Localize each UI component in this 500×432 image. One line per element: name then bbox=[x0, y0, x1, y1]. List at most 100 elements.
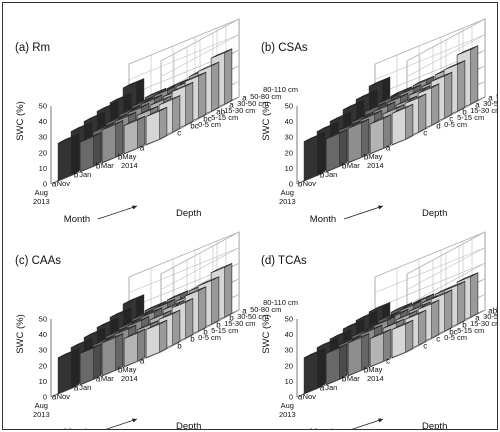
bar-side bbox=[71, 347, 80, 389]
z-tick-label: 0 bbox=[289, 393, 293, 402]
depth-letter: a bbox=[475, 313, 480, 322]
bar-2-1 bbox=[79, 343, 102, 386]
x-axis-label: Month bbox=[310, 214, 336, 225]
depth-tick-label: 30-50 cm bbox=[237, 312, 268, 321]
depth-letter: a bbox=[229, 100, 234, 109]
bar-front bbox=[57, 351, 72, 395]
month-tick-label: May bbox=[122, 365, 136, 374]
z-tick-label: 0 bbox=[289, 180, 293, 189]
depth-tick-label: 5-15 cm bbox=[211, 113, 238, 122]
month-tick-label: May bbox=[368, 365, 382, 374]
x-axis-label: Month bbox=[310, 427, 336, 429]
panel-title: (a) Rm bbox=[15, 42, 50, 54]
bar-side bbox=[211, 61, 220, 112]
bar-side bbox=[317, 347, 326, 389]
bar-side bbox=[457, 60, 466, 112]
z-tick-label: 20 bbox=[285, 361, 293, 370]
z-tick-label: 40 bbox=[285, 117, 293, 126]
x-axis-arrowhead bbox=[378, 205, 383, 210]
month-tick-label: 2014 bbox=[367, 161, 384, 170]
month-letter: a bbox=[52, 179, 57, 188]
bar-side bbox=[470, 272, 479, 318]
depth-letter: a bbox=[242, 306, 247, 315]
x-axis-arrow bbox=[97, 205, 138, 220]
z-tick-label: 20 bbox=[285, 148, 293, 157]
z-axis-label: SWC (%) bbox=[261, 314, 272, 354]
z-tick-label: 10 bbox=[39, 164, 47, 173]
depth-tick-label: 15-30 cm bbox=[470, 319, 497, 328]
bar-front bbox=[101, 336, 116, 377]
depth-tick-label: 5-15 cm bbox=[211, 326, 238, 335]
x-axis-arrow bbox=[343, 205, 384, 220]
month-letter: b bbox=[342, 161, 347, 170]
z-tick-label: 30 bbox=[285, 133, 293, 142]
month-letter: b bbox=[74, 170, 79, 179]
z-tick-label: 20 bbox=[39, 148, 47, 157]
month-tick-label: Aug bbox=[35, 401, 48, 410]
month-tick-label: 2014 bbox=[121, 374, 138, 383]
month-letter: a bbox=[96, 374, 101, 383]
month-tick-label: 2013 bbox=[279, 197, 296, 206]
z-tick-label: 50 bbox=[39, 102, 47, 111]
bar-3-1 bbox=[101, 332, 124, 377]
depth-tick-label: 30-50 cm bbox=[483, 99, 497, 108]
depth-letter: c bbox=[423, 128, 427, 137]
depth-letter: b bbox=[462, 320, 467, 329]
depth-tick-label: 15-30 cm bbox=[224, 106, 255, 115]
bar-side bbox=[418, 93, 427, 133]
z-axis-label: SWC (%) bbox=[15, 101, 26, 141]
x-axis-arrowhead bbox=[132, 205, 137, 210]
depth-letter: a bbox=[242, 93, 247, 102]
month-tick-label: Jan bbox=[325, 383, 337, 392]
z-tick-label: 0 bbox=[43, 393, 47, 402]
z-axis-label: SWC (%) bbox=[15, 314, 26, 354]
bar-side bbox=[444, 289, 453, 332]
bar-side bbox=[185, 81, 194, 126]
month-letter: b bbox=[364, 152, 369, 161]
month-letter: a bbox=[52, 392, 57, 401]
x-axis-label: Month bbox=[64, 427, 90, 429]
bar-2-1 bbox=[325, 128, 348, 173]
month-letter: a bbox=[386, 143, 391, 152]
month-tick-label: 2014 bbox=[367, 374, 384, 383]
bar-front bbox=[101, 123, 116, 164]
bar-3-1 bbox=[347, 118, 370, 164]
bar-side bbox=[418, 309, 427, 346]
z-tick-label: 40 bbox=[39, 117, 47, 126]
depth-tick-label: 5-15 cm bbox=[457, 113, 484, 122]
bar-5-1 bbox=[145, 106, 168, 146]
bar-front bbox=[79, 136, 94, 173]
bar-front bbox=[145, 323, 160, 359]
x-axis-arrow bbox=[351, 418, 384, 429]
month-tick-label: Aug bbox=[281, 401, 294, 410]
depth-letter: bc bbox=[190, 121, 198, 130]
bar-front bbox=[391, 107, 406, 146]
bar-side bbox=[457, 280, 466, 325]
depth-tick-label: 0-5 cm bbox=[198, 333, 221, 342]
month-letter: b bbox=[118, 152, 123, 161]
bar-2-1 bbox=[79, 132, 102, 173]
panel-title: (b) CSAs bbox=[261, 42, 308, 54]
bar-3-1 bbox=[347, 332, 370, 377]
depth-tick-label: 50-80 cm bbox=[496, 92, 497, 101]
depth-tick-label: 30-50 cm bbox=[237, 99, 268, 108]
month-tick-label: Mar bbox=[101, 374, 114, 383]
depth-letter: b bbox=[229, 313, 234, 322]
month-tick-label: May bbox=[122, 152, 136, 161]
month-letter: b bbox=[96, 161, 101, 170]
z-tick-label: 50 bbox=[285, 102, 293, 111]
depth-letter: c bbox=[449, 114, 453, 123]
depth-tick-label: 30-50 cm bbox=[483, 312, 497, 321]
month-tick-label: Nov bbox=[57, 179, 71, 188]
x-axis-arrow bbox=[105, 418, 138, 429]
month-tick-label: Jan bbox=[79, 383, 91, 392]
panel-title: (c) CAAs bbox=[15, 255, 61, 267]
bar-front bbox=[303, 351, 318, 395]
bar-side bbox=[444, 71, 453, 119]
bar-front bbox=[123, 332, 138, 368]
month-letter: a bbox=[140, 356, 145, 365]
depth-tick-label: 5-15 cm bbox=[457, 326, 484, 335]
bar-side bbox=[172, 309, 181, 346]
bar-side bbox=[470, 45, 479, 105]
depth-letter: a bbox=[488, 93, 493, 102]
